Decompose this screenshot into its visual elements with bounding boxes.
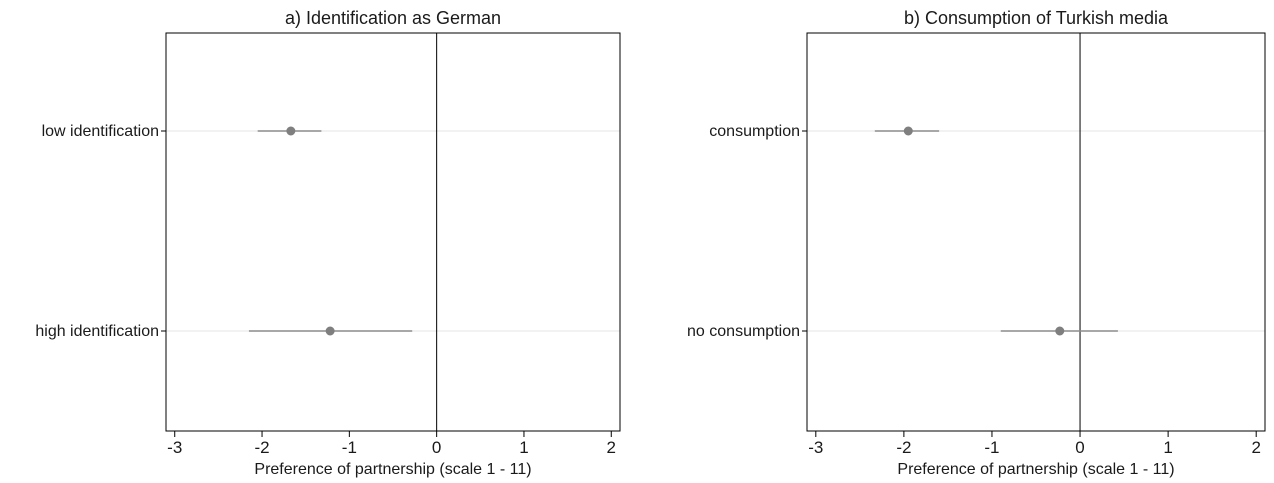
x-axis-label: Preference of partnership (scale 1 - 11) bbox=[254, 461, 531, 478]
x-tick-label: -3 bbox=[808, 438, 823, 457]
plot-frame bbox=[165, 32, 621, 432]
x-tick-label: 2 bbox=[607, 438, 616, 457]
x-tick-label: 0 bbox=[1075, 438, 1084, 457]
x-tick-label: 1 bbox=[519, 438, 528, 457]
chart-title: b) Consumption of Turkish media bbox=[904, 8, 1169, 28]
x-tick-label: -1 bbox=[984, 438, 999, 457]
x-tick-label: 1 bbox=[1163, 438, 1172, 457]
estimate-point bbox=[286, 126, 296, 136]
plot-frame bbox=[806, 32, 1266, 432]
estimate-point bbox=[903, 126, 913, 136]
x-axis-label: Preference of partnership (scale 1 - 11) bbox=[897, 461, 1174, 478]
estimate-point bbox=[325, 326, 335, 336]
chart-title: a) Identification as German bbox=[285, 8, 501, 28]
x-tick-label: 2 bbox=[1251, 438, 1260, 457]
x-tick-label: -2 bbox=[896, 438, 911, 457]
x-tick-label: -2 bbox=[254, 438, 269, 457]
y-tick-label: high identification bbox=[35, 323, 159, 340]
x-tick-label: 0 bbox=[432, 438, 441, 457]
estimate-point bbox=[1055, 326, 1065, 336]
y-tick-label: consumption bbox=[709, 123, 800, 140]
x-tick-label: -3 bbox=[167, 438, 182, 457]
x-tick-label: -1 bbox=[342, 438, 357, 457]
chart-panel-a: a) Identification as German low identific… bbox=[35, 8, 621, 478]
chart-panel-b: b) Consumption of Turkish media consumpti… bbox=[687, 8, 1266, 478]
y-tick-label: no consumption bbox=[687, 323, 800, 340]
y-tick-label: low identification bbox=[42, 123, 159, 140]
